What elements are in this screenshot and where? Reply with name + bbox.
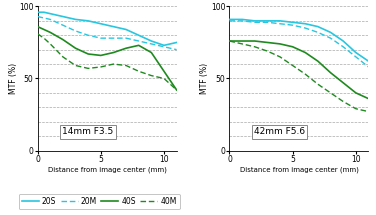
Legend: 20S, 20M, 40S, 40M: 20S, 20M, 40S, 40M (19, 194, 180, 209)
Text: 14mm F3.5: 14mm F3.5 (62, 127, 113, 136)
X-axis label: Distance from image center (mm): Distance from image center (mm) (48, 166, 167, 173)
Y-axis label: MTF (%): MTF (%) (200, 63, 209, 94)
Y-axis label: MTF (%): MTF (%) (9, 63, 18, 94)
Text: 42mm F5.6: 42mm F5.6 (254, 127, 305, 136)
X-axis label: Distance from image center (mm): Distance from image center (mm) (240, 166, 358, 173)
